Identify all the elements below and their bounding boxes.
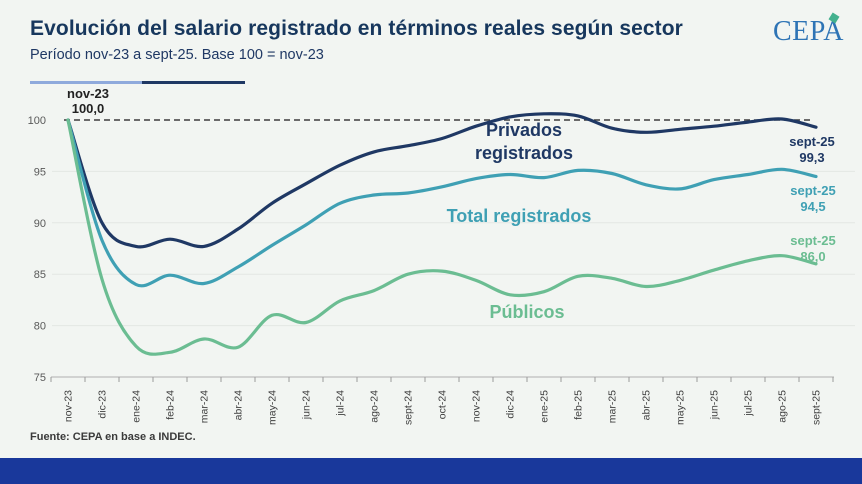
y-tick-label: 80	[34, 321, 46, 333]
y-tick-label: 85	[34, 269, 46, 281]
total-line	[66, 118, 818, 288]
end-annotation-publicos: sept-25 86,0	[790, 233, 836, 264]
x-tick-label: mar-24	[199, 390, 211, 423]
x-tick-label: jul-24	[335, 390, 347, 417]
x-tick-label: nov-23	[63, 390, 75, 422]
start-annotation: nov-23 100,0	[67, 86, 109, 116]
series-label-publicos: Públicos	[489, 302, 565, 322]
x-tick-label: ene-25	[539, 390, 551, 423]
x-tick-label: dic-23	[97, 390, 109, 419]
chart-subtitle: Período nov-23 a sept-25. Base 100 = nov…	[30, 47, 324, 63]
x-tick-label: jun-25	[709, 390, 721, 420]
x-tick-label: jul-25	[743, 390, 755, 417]
privados-line	[66, 112, 818, 249]
x-tick-label: feb-24	[165, 390, 177, 420]
x-tick-label: ago-24	[369, 390, 381, 423]
series-label-total: Total registrados	[446, 206, 592, 226]
x-tick-label: abr-24	[233, 390, 245, 421]
x-tick-label: feb-25	[573, 390, 585, 420]
divider-dark-segment	[142, 81, 245, 84]
x-tick-label: sept-25	[811, 390, 823, 425]
line-chart: 75 80 85 90 95 100 nov-23 dic-23 ene-24 feb-24 mar…	[28, 112, 855, 425]
y-tick-label: 90	[34, 218, 46, 230]
y-tick-label: 100	[28, 115, 46, 127]
x-tick-label: ene-24	[131, 390, 143, 423]
y-tick-label: 75	[34, 372, 46, 384]
page-title: Evolución del salario registrado en térm…	[30, 17, 683, 40]
x-tick-label: nov-24	[471, 390, 483, 422]
divider-light-segment	[30, 81, 142, 84]
source-note: Fuente: CEPA en base a INDEC.	[30, 431, 196, 443]
x-tick-label: abr-25	[641, 390, 653, 421]
x-tick-label: may-25	[675, 390, 687, 425]
x-tick-label: may-24	[267, 390, 279, 425]
x-tick-label: jun-24	[301, 390, 313, 420]
end-annotation-total: sept-25 94,5	[790, 183, 836, 214]
x-tick-label: sept-24	[403, 390, 415, 425]
x-tick-label: mar-25	[607, 390, 619, 423]
cepa-logo: CEPA	[773, 12, 849, 56]
publicos-line	[66, 118, 818, 356]
series-label-privados: Privados registrados	[474, 120, 574, 163]
end-annotation-privados: sept-25 99,3	[789, 134, 835, 165]
x-tick-label: dic-24	[505, 390, 517, 419]
y-tick-label: 95	[34, 166, 46, 178]
footer-band	[0, 458, 862, 484]
x-tick-label: oct-24	[437, 390, 449, 419]
x-tick-label: ago-25	[777, 390, 789, 423]
